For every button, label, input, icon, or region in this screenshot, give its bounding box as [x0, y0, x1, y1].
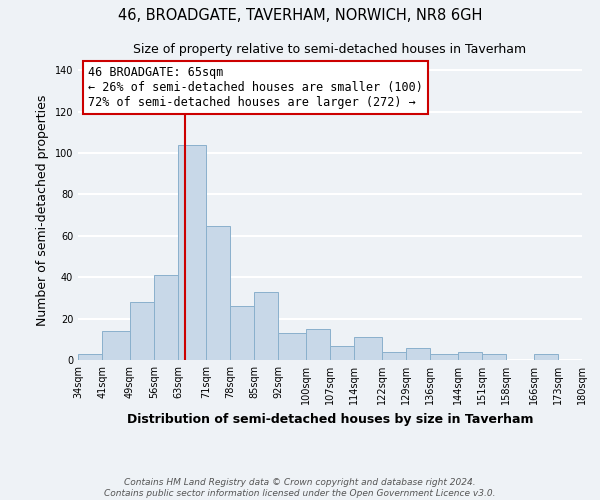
Bar	[206, 226, 230, 360]
Bar	[382, 352, 406, 360]
Bar	[178, 145, 206, 360]
Text: 46 BROADGATE: 65sqm
← 26% of semi-detached houses are smaller (100)
72% of semi-: 46 BROADGATE: 65sqm ← 26% of semi-detach…	[88, 66, 423, 109]
Bar	[406, 348, 430, 360]
Bar	[154, 275, 178, 360]
Bar	[482, 354, 506, 360]
Bar	[102, 331, 130, 360]
Bar	[230, 306, 254, 360]
Text: Contains HM Land Registry data © Crown copyright and database right 2024.
Contai: Contains HM Land Registry data © Crown c…	[104, 478, 496, 498]
Title: Size of property relative to semi-detached houses in Taverham: Size of property relative to semi-detach…	[133, 43, 527, 56]
Bar	[130, 302, 154, 360]
Text: 46, BROADGATE, TAVERHAM, NORWICH, NR8 6GH: 46, BROADGATE, TAVERHAM, NORWICH, NR8 6G…	[118, 8, 482, 22]
Bar	[306, 329, 330, 360]
Bar	[330, 346, 354, 360]
Bar	[533, 354, 558, 360]
Bar	[254, 292, 278, 360]
Bar	[78, 354, 102, 360]
Bar	[354, 337, 382, 360]
Bar	[430, 354, 458, 360]
X-axis label: Distribution of semi-detached houses by size in Taverham: Distribution of semi-detached houses by …	[127, 412, 533, 426]
Bar	[278, 333, 306, 360]
Y-axis label: Number of semi-detached properties: Number of semi-detached properties	[36, 94, 49, 326]
Bar	[458, 352, 482, 360]
